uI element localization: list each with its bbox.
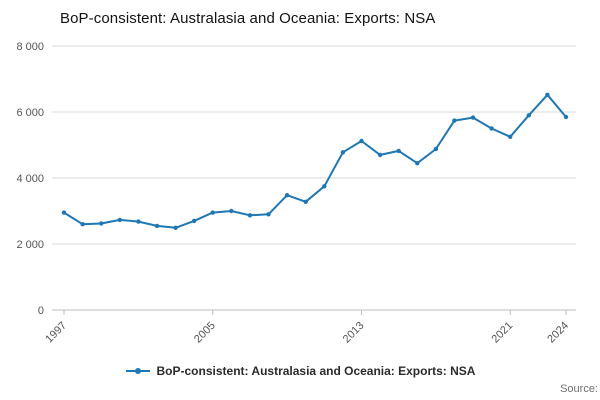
x-tick-label: 1997 [43, 320, 69, 346]
x-tick-label: 2024 [545, 320, 571, 346]
data-point [359, 138, 364, 144]
data-point [136, 219, 141, 224]
data-point [229, 208, 234, 214]
data-point [247, 213, 253, 218]
data-point [99, 221, 104, 226]
y-tick-label: 0 [38, 305, 44, 317]
data-point [191, 218, 197, 224]
data-point [489, 126, 494, 131]
data-point [433, 146, 439, 152]
data-point [545, 92, 550, 98]
x-tick-label: 2013 [341, 320, 367, 346]
data-point [284, 193, 290, 198]
data-point [303, 199, 308, 204]
data-point [117, 217, 123, 223]
data-point [415, 161, 420, 166]
y-tick-label: 4 000 [16, 173, 44, 185]
y-tick-label: 6 000 [16, 107, 44, 119]
x-tick-label: 2021 [490, 320, 516, 346]
data-point [210, 210, 215, 215]
legend[interactable]: BoP-consistent: Australasia and Oceania:… [0, 364, 600, 378]
chart-title: BoP-consistent: Australasia and Oceania:… [60, 10, 436, 27]
y-tick-label: 8 000 [16, 41, 44, 53]
series-line [63, 93, 567, 229]
data-point [396, 148, 401, 154]
data-point [266, 212, 271, 217]
legend-line-marker-icon [125, 368, 150, 374]
data-point [377, 152, 383, 158]
data-point [526, 113, 531, 118]
data-point [508, 134, 513, 139]
data-point [322, 184, 327, 189]
y-tick-label: 2 000 [16, 239, 44, 251]
data-point [563, 114, 569, 120]
source-note: Source: [560, 383, 598, 395]
data-point [452, 118, 457, 123]
data-point [61, 210, 67, 215]
data-point [173, 225, 178, 230]
data-point [80, 222, 85, 227]
data-point [340, 150, 346, 155]
data-point [154, 223, 160, 229]
legend-label: BoP-consistent: Australasia and Oceania:… [156, 364, 476, 378]
data-point [470, 115, 476, 120]
x-tick-label: 2005 [192, 320, 218, 346]
line-chart-plot-area[interactable]: 0 2 000 4 000 6 000 8 000 1997 2005 2013 2021 202… [0, 0, 600, 360]
